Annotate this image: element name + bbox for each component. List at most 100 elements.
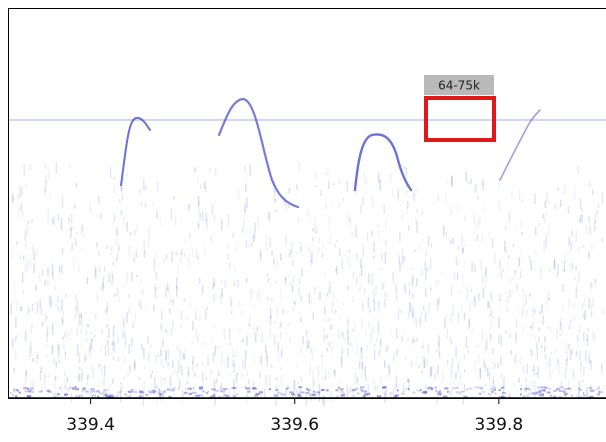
noise [229, 390, 231, 396]
noise [197, 363, 199, 367]
noise [474, 265, 476, 272]
noise [363, 245, 365, 256]
noise [396, 376, 398, 388]
noise [297, 252, 299, 254]
noise [532, 267, 534, 270]
noise [426, 309, 428, 315]
noise [450, 207, 452, 215]
noise [244, 386, 246, 388]
noise [48, 207, 50, 216]
noise [313, 379, 315, 387]
noise [492, 348, 494, 355]
noise [515, 270, 517, 274]
noise [250, 287, 252, 299]
noise [25, 229, 27, 241]
noise [154, 283, 156, 292]
noise [443, 396, 448, 398]
noise [543, 240, 545, 252]
noise [19, 392, 21, 394]
noise [211, 337, 213, 344]
noise [206, 219, 208, 228]
noise [604, 386, 606, 396]
noise [134, 387, 136, 395]
noise [454, 387, 458, 389]
noise [98, 251, 100, 256]
noise [416, 209, 418, 212]
noise [54, 216, 56, 225]
noise [505, 291, 507, 295]
noise [45, 179, 47, 190]
noise [88, 324, 90, 327]
noise [117, 358, 119, 361]
noise [470, 300, 472, 311]
noise [361, 390, 364, 392]
noise [596, 388, 599, 390]
noise [498, 389, 501, 391]
noise [532, 323, 534, 330]
noise [253, 358, 255, 366]
noise [597, 210, 599, 214]
noise [433, 271, 435, 273]
noise [35, 285, 37, 291]
noise [111, 342, 113, 345]
noise [488, 234, 490, 237]
noise [285, 236, 287, 246]
noise [310, 363, 312, 374]
noise [416, 337, 418, 342]
noise [577, 335, 579, 342]
noise [255, 333, 257, 343]
noise [265, 345, 267, 353]
noise [578, 166, 580, 174]
noise [403, 330, 405, 333]
noise [47, 327, 49, 335]
noise [398, 191, 400, 201]
noise [48, 170, 50, 179]
noise [519, 258, 521, 267]
noise [273, 259, 275, 265]
noise [413, 287, 415, 289]
noise [103, 277, 105, 289]
noise [25, 264, 27, 272]
noise [300, 392, 305, 394]
noise [196, 395, 199, 397]
noise [584, 297, 586, 307]
noise [574, 190, 576, 201]
noise [26, 184, 28, 190]
noise [502, 392, 506, 394]
noise [205, 186, 207, 192]
noise [275, 199, 277, 203]
noise [229, 262, 231, 269]
noise [408, 225, 410, 231]
noise [336, 389, 339, 391]
noise [313, 312, 315, 319]
noise [343, 303, 345, 305]
noise [329, 318, 331, 321]
noise [430, 287, 432, 291]
noise [56, 162, 58, 173]
noise [62, 196, 64, 208]
noise [47, 280, 49, 285]
noise [52, 264, 54, 275]
noise [575, 266, 577, 270]
noise [389, 392, 393, 394]
noise [546, 213, 548, 217]
noise [234, 363, 236, 373]
noise [416, 355, 418, 366]
noise [574, 277, 576, 280]
noise [14, 389, 16, 391]
noise [425, 288, 427, 297]
noise [364, 288, 366, 294]
noise [291, 239, 293, 248]
noise [602, 192, 604, 204]
noise [267, 354, 269, 366]
noise [426, 251, 428, 257]
noise [299, 278, 301, 285]
noise [590, 390, 595, 392]
noise [81, 224, 83, 236]
noise [535, 227, 537, 235]
noise [106, 393, 108, 395]
noise [591, 311, 593, 317]
noise [109, 383, 111, 391]
noise [112, 262, 114, 265]
